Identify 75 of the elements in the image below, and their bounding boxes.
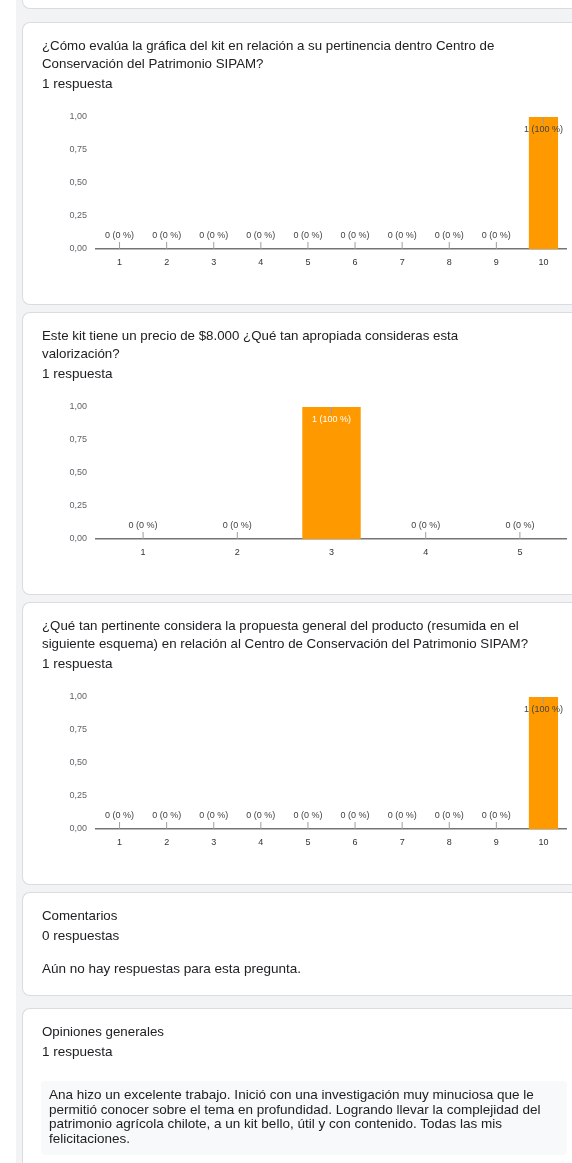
y-tick-label: 0,50 xyxy=(69,467,87,478)
x-tick-label: 5 xyxy=(305,256,311,267)
data-label: 0 (0 %) xyxy=(387,230,417,241)
data-label: 0 (0 %) xyxy=(246,810,276,821)
chart-subtitle: 1 respuesta xyxy=(42,75,114,93)
x-tick-label: 3 xyxy=(211,836,217,847)
chart-title: ¿Qué tan pertinente considera la propuesta general del producto (resumida en el siguiente esquema) en relación al Centro de Conservación del Patrimonio SIPAM? xyxy=(42,617,530,653)
x-tick-label: 1 xyxy=(117,836,123,847)
data-label: 0 (0 %) xyxy=(387,810,417,821)
text: 0 respuestas xyxy=(42,927,121,945)
y-tick-label: 0,50 xyxy=(69,757,87,768)
y-tick-label: 0,00 xyxy=(69,823,87,834)
data-label: 0 (0 %) xyxy=(128,520,158,531)
x-tick-label: 2 xyxy=(164,836,170,847)
y-tick-label: 0,25 xyxy=(69,500,87,511)
data-label: 0 (0 %) xyxy=(411,520,441,531)
x-tick-label: 10 xyxy=(538,836,549,847)
text: Comentarios xyxy=(42,907,119,925)
text: Ana hizo un excelente trabajo. Inició con una investigación muy minuciosa que le permitió conocer sobre el tema en profundidad. Logrando llevar la complejidad del patrimonio agrícola chilote, a un kit bello, útil y con contenido. Todas las mis felicitaciones. xyxy=(41,1081,567,1155)
x-tick-label: 8 xyxy=(446,256,452,267)
data-label: 0 (0 %) xyxy=(222,520,252,531)
data-label: 0 (0 %) xyxy=(105,230,135,241)
y-tick-label: 0,00 xyxy=(69,243,87,254)
x-tick-label: 7 xyxy=(399,256,405,267)
y-tick-label: 0,75 xyxy=(69,434,87,445)
x-tick-label: 10 xyxy=(538,256,549,267)
chart-title: ¿Cómo evalúa la gráfica del kit en relación a su pertinencia dentro Centro de Conservación del Patrimonio SIPAM? xyxy=(42,37,496,73)
data-label: 0 (0 %) xyxy=(505,520,535,531)
x-tick-label: 9 xyxy=(493,836,499,847)
chart-subtitle: 1 respuesta xyxy=(42,655,114,673)
chart-subtitle: 1 respuesta xyxy=(42,365,114,383)
y-tick-label: 1,00 xyxy=(69,111,87,122)
y-tick-label: 0,25 xyxy=(69,790,87,801)
text: 1 respuesta xyxy=(42,1043,114,1061)
x-tick-label: 3 xyxy=(211,256,217,267)
y-tick-label: 1,00 xyxy=(69,401,87,412)
data-label: 0 (0 %) xyxy=(434,810,464,821)
chart-title: Este kit tiene un precio de $8.000 ¿Qué tan apropiada consideras esta valorización? xyxy=(42,327,460,363)
data-label: 0 (0 %) xyxy=(293,230,323,241)
x-tick-label: 5 xyxy=(305,836,311,847)
data-label: 0 (0 %) xyxy=(340,810,370,821)
data-label: 0 (0 %) xyxy=(199,230,229,241)
data-label: 0 (0 %) xyxy=(481,810,511,821)
y-tick-label: 0,50 xyxy=(69,177,87,188)
y-tick-label: 0,75 xyxy=(69,724,87,735)
x-tick-label: 3 xyxy=(328,546,335,557)
data-label: 0 (0 %) xyxy=(199,810,229,821)
y-tick-label: 1,00 xyxy=(69,691,87,702)
text: Opiniones generales xyxy=(42,1023,165,1041)
y-tick-label: 0,75 xyxy=(69,144,87,155)
x-tick-label: 7 xyxy=(399,836,405,847)
data-label: 0 (0 %) xyxy=(481,230,511,241)
data-label: 0 (0 %) xyxy=(434,230,464,241)
x-tick-label: 4 xyxy=(258,256,264,267)
x-tick-label: 2 xyxy=(164,256,170,267)
x-tick-label: 9 xyxy=(493,256,499,267)
x-tick-label: 8 xyxy=(446,836,452,847)
x-tick-label: 4 xyxy=(423,546,429,557)
x-tick-label: 1 xyxy=(140,546,146,557)
y-tick-label: 0,25 xyxy=(69,210,87,221)
data-label: 1 (100 %) xyxy=(311,414,352,425)
data-label: 0 (0 %) xyxy=(152,230,182,241)
text: Aún no hay respuestas para esta pregunta. xyxy=(42,960,302,978)
x-tick-label: 6 xyxy=(352,836,358,847)
data-label: 0 (0 %) xyxy=(152,810,182,821)
x-tick-label: 2 xyxy=(234,546,240,557)
x-tick-label: 4 xyxy=(258,836,264,847)
data-label: 0 (0 %) xyxy=(340,230,370,241)
x-tick-label: 1 xyxy=(117,256,123,267)
x-tick-label: 6 xyxy=(352,256,358,267)
x-tick-label: 5 xyxy=(517,546,523,557)
y-tick-label: 0,00 xyxy=(69,533,87,544)
data-label: 0 (0 %) xyxy=(246,230,276,241)
data-label: 0 (0 %) xyxy=(293,810,323,821)
data-label: 0 (0 %) xyxy=(105,810,135,821)
